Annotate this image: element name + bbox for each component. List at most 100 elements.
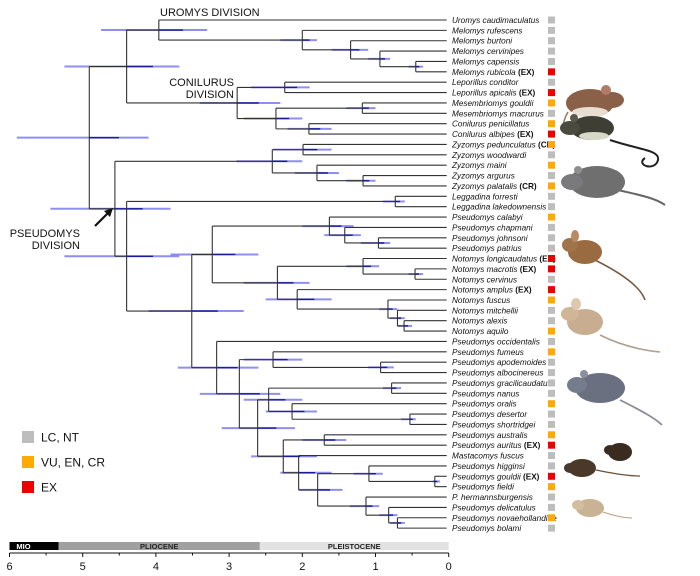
species-label: Zyzomys pedunculatus (CR): [451, 140, 556, 149]
species-label: Pseudomys occidentalis: [452, 337, 540, 346]
axis-tick-label: 6: [6, 561, 12, 573]
species-name: Pseudomys patrius: [452, 244, 522, 253]
species-name: Notomys aquilo: [452, 327, 509, 336]
status-square-vu: [548, 400, 555, 408]
species-label: Mastacomys fuscus: [452, 452, 524, 461]
status-square-lc: [548, 151, 555, 159]
status-square-lc: [548, 57, 555, 65]
species-label: Pseudomys fumeus: [452, 348, 524, 357]
epoch-label: PLEISTOCENE: [328, 542, 381, 551]
status-square-vu: [548, 140, 555, 148]
status-square-lc: [548, 420, 555, 428]
species-name: Pseudomys albocinereus: [452, 369, 543, 378]
epoch-label: PLIOCENE: [140, 542, 178, 551]
legend-label: VU, EN, CR: [41, 456, 105, 470]
axis-tick-label: 4: [153, 561, 159, 573]
species-label: Zyzomys palatalis (CR): [451, 182, 537, 191]
axis-tick-label: 1: [372, 561, 378, 573]
pseudomys-division-label: PSEUDOMYS: [10, 228, 80, 240]
status-square-vu: [548, 99, 555, 107]
legend-label: EX: [41, 481, 57, 495]
species-name: Notomys macrotis: [452, 265, 518, 274]
status-square-vu: [548, 161, 555, 169]
species-name: Mastacomys fuscus: [452, 452, 524, 461]
species-label: Pseudomys higginsi: [452, 462, 525, 471]
status-square-lc: [548, 369, 555, 377]
status-square-ex: [548, 130, 555, 138]
species-label: Mesembriomys gouldii: [452, 99, 534, 108]
species-label: Melomys burtoni: [452, 37, 512, 46]
status-suffix: (CR): [517, 182, 537, 191]
status-square-vu: [548, 327, 555, 335]
species-label: Conilurus albipes (EX): [452, 130, 534, 139]
species-name: Zyzomys pedunculatus: [451, 140, 536, 149]
species-name: Leggadina lakedownensis: [452, 203, 546, 212]
status-square-lc: [548, 306, 555, 314]
axis-tick-label: 0: [446, 561, 452, 573]
status-square-lc: [548, 244, 555, 252]
rodent-illustration-3: [561, 166, 666, 206]
species-label: Leporillus apicalis (EX): [452, 89, 536, 98]
species-name: Pseudomys higginsi: [452, 462, 525, 471]
epoch-label: MIO: [16, 542, 30, 551]
species-name: Mesembriomys macrurus: [452, 109, 544, 118]
species-name: Melomys rubicola: [452, 68, 516, 77]
conilurus-division-label-2: DIVISION: [186, 89, 234, 101]
status-square-lc: [548, 203, 555, 211]
species-name: Pseudomys fumeus: [452, 348, 524, 357]
time-axis: MIO PLIOCENE PLEISTOCENE 6 5 4 3 2 1 0: [6, 542, 452, 573]
status-square-lc: [548, 493, 555, 501]
status-square-ex: [548, 472, 555, 480]
epoch-bar: [58, 542, 260, 550]
species-label: Leggadina forresti: [452, 192, 518, 201]
status-square-vu: [548, 514, 555, 522]
axis-tick-label: 3: [226, 561, 232, 573]
species-label: Zyzomys woodwardi: [451, 151, 526, 160]
species-label: Pseudomys delicatulus: [452, 503, 536, 512]
status-square-lc: [548, 109, 555, 117]
status-square-ex: [548, 441, 555, 449]
species-label: Zyzomys argurus: [451, 172, 515, 181]
species-name: Zyzomys palatalis: [451, 182, 517, 191]
legend-swatch-vu: [22, 456, 34, 468]
species-label: Pseudomys chapmani: [452, 223, 533, 232]
status-suffix: (EX): [518, 265, 537, 274]
epoch-bar: [9, 542, 59, 550]
status-square-lc: [548, 452, 555, 460]
species-name: Pseudomys gouldii: [452, 472, 521, 481]
status-square-lc: [548, 26, 555, 34]
legend-swatch-ex: [22, 481, 34, 493]
species-name: Leporillus conditor: [452, 78, 519, 87]
status-square-lc: [548, 337, 555, 345]
species-label: Pseudomys auritus (EX): [452, 441, 541, 450]
status-square-vu: [548, 431, 555, 439]
species-label: Pseudomys apodemoides: [452, 358, 546, 367]
species-label: Leggadina lakedownensis: [452, 203, 546, 212]
conilurus-division-label: CONILURUS: [169, 77, 234, 89]
species-label: Uromys caudimaculatus: [452, 16, 539, 25]
status-square-lc: [548, 78, 555, 86]
status-square-lc: [548, 172, 555, 180]
status-square-lc: [548, 379, 555, 387]
rodent-illustrations: [560, 85, 666, 519]
status-square-lc: [548, 192, 555, 200]
rodent-illustration-4: [562, 230, 646, 301]
species-name: Conilurus albipes: [452, 130, 515, 139]
species-label: Pseudomys calabyi: [452, 213, 523, 222]
species-name: Pseudomys desertor: [452, 410, 527, 419]
species-label: Pseudomys albocinereus: [452, 369, 543, 378]
status-suffix: (EX): [513, 286, 532, 295]
species-name: Pseudomys auritus: [452, 441, 522, 450]
species-label: Pseudomys oralis: [452, 400, 517, 409]
species-label: Pseudomys gouldii (EX): [452, 472, 540, 481]
status-square-lc: [548, 223, 555, 231]
species-name: Melomys capensis: [452, 57, 519, 66]
species-name: Leggadina forresti: [452, 192, 518, 201]
species-name: Conilurus penicillatus: [452, 120, 529, 129]
species-label: Notomys aquilo: [452, 327, 509, 336]
species-label: Pseudomys patrius: [452, 244, 522, 253]
status-square-lc: [548, 410, 555, 418]
species-name: Zyzomys argurus: [451, 172, 515, 181]
status-square-lc: [548, 234, 555, 242]
status-square-ex: [548, 265, 555, 273]
